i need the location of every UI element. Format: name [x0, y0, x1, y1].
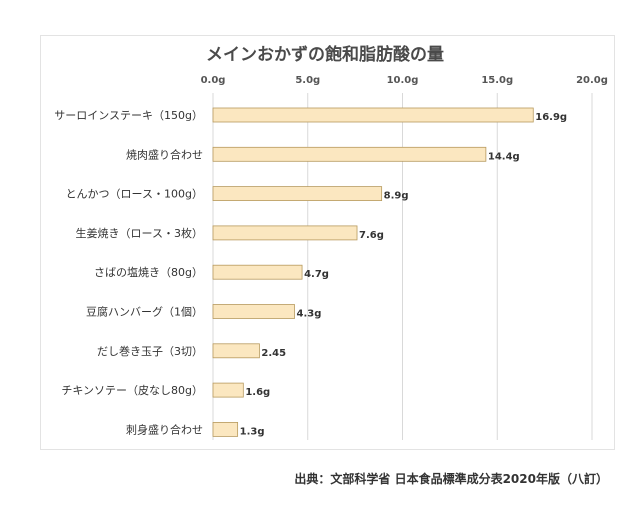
data-label: 16.9g: [535, 112, 567, 123]
x-axis-tick-labels: 0.0g 5.0g 10.0g 15.0g 20.0g: [201, 75, 608, 86]
category-label: チキンソテー（皮なし80g）: [61, 384, 203, 397]
bar: [212, 382, 244, 398]
x-tick-label: 0.0g: [201, 75, 226, 86]
bar: [212, 225, 358, 241]
data-label: 7.6g: [359, 230, 384, 241]
bar: [212, 421, 239, 437]
data-label: 4.3g: [296, 309, 321, 320]
category-label: さばの塩焼き（80g）: [94, 265, 203, 279]
chart-title: メインおかずの飽和脂肪酸の量: [206, 44, 444, 65]
bar: [212, 343, 260, 359]
source-note: 出典：文部科学省 日本食品標準成分表2020年版（八訂）: [294, 472, 608, 486]
category-label: 刺身盛り合わせ: [126, 422, 203, 436]
x-tick-label: 20.0g: [576, 75, 608, 86]
category-label: とんかつ（ロース・100g）: [66, 188, 203, 201]
data-label: 1.3g: [240, 426, 265, 437]
bar: [212, 107, 534, 123]
x-tick-label: 5.0g: [295, 75, 320, 86]
bar: [212, 186, 383, 202]
data-labels: 16.9g 14.4g 8.9g 7.6g 4.7g 4.3g 2.45 1.6g 1.3g: [240, 112, 567, 437]
category-label: だし巻き玉子（3切）: [97, 345, 203, 358]
chart-frame: [40, 35, 615, 450]
data-label: 4.7g: [304, 269, 329, 280]
bars: [212, 107, 534, 437]
data-label: 1.6g: [245, 387, 270, 398]
bar: [212, 264, 303, 280]
x-tick-label: 10.0g: [387, 75, 419, 86]
category-label: 生姜焼き（ロース・3枚）: [76, 226, 203, 240]
data-label: 8.9g: [384, 191, 409, 202]
data-label: 14.4g: [488, 151, 520, 162]
category-label: 豆腐ハンバーグ（1個）: [86, 305, 203, 319]
x-tick-label: 15.0g: [481, 75, 513, 86]
data-label: 2.45: [261, 348, 286, 359]
bar: [212, 146, 487, 162]
category-label: サーロインステーキ（150g）: [54, 109, 203, 122]
bar: [212, 304, 295, 319]
category-label: 焼肉盛り合わせ: [126, 147, 203, 161]
